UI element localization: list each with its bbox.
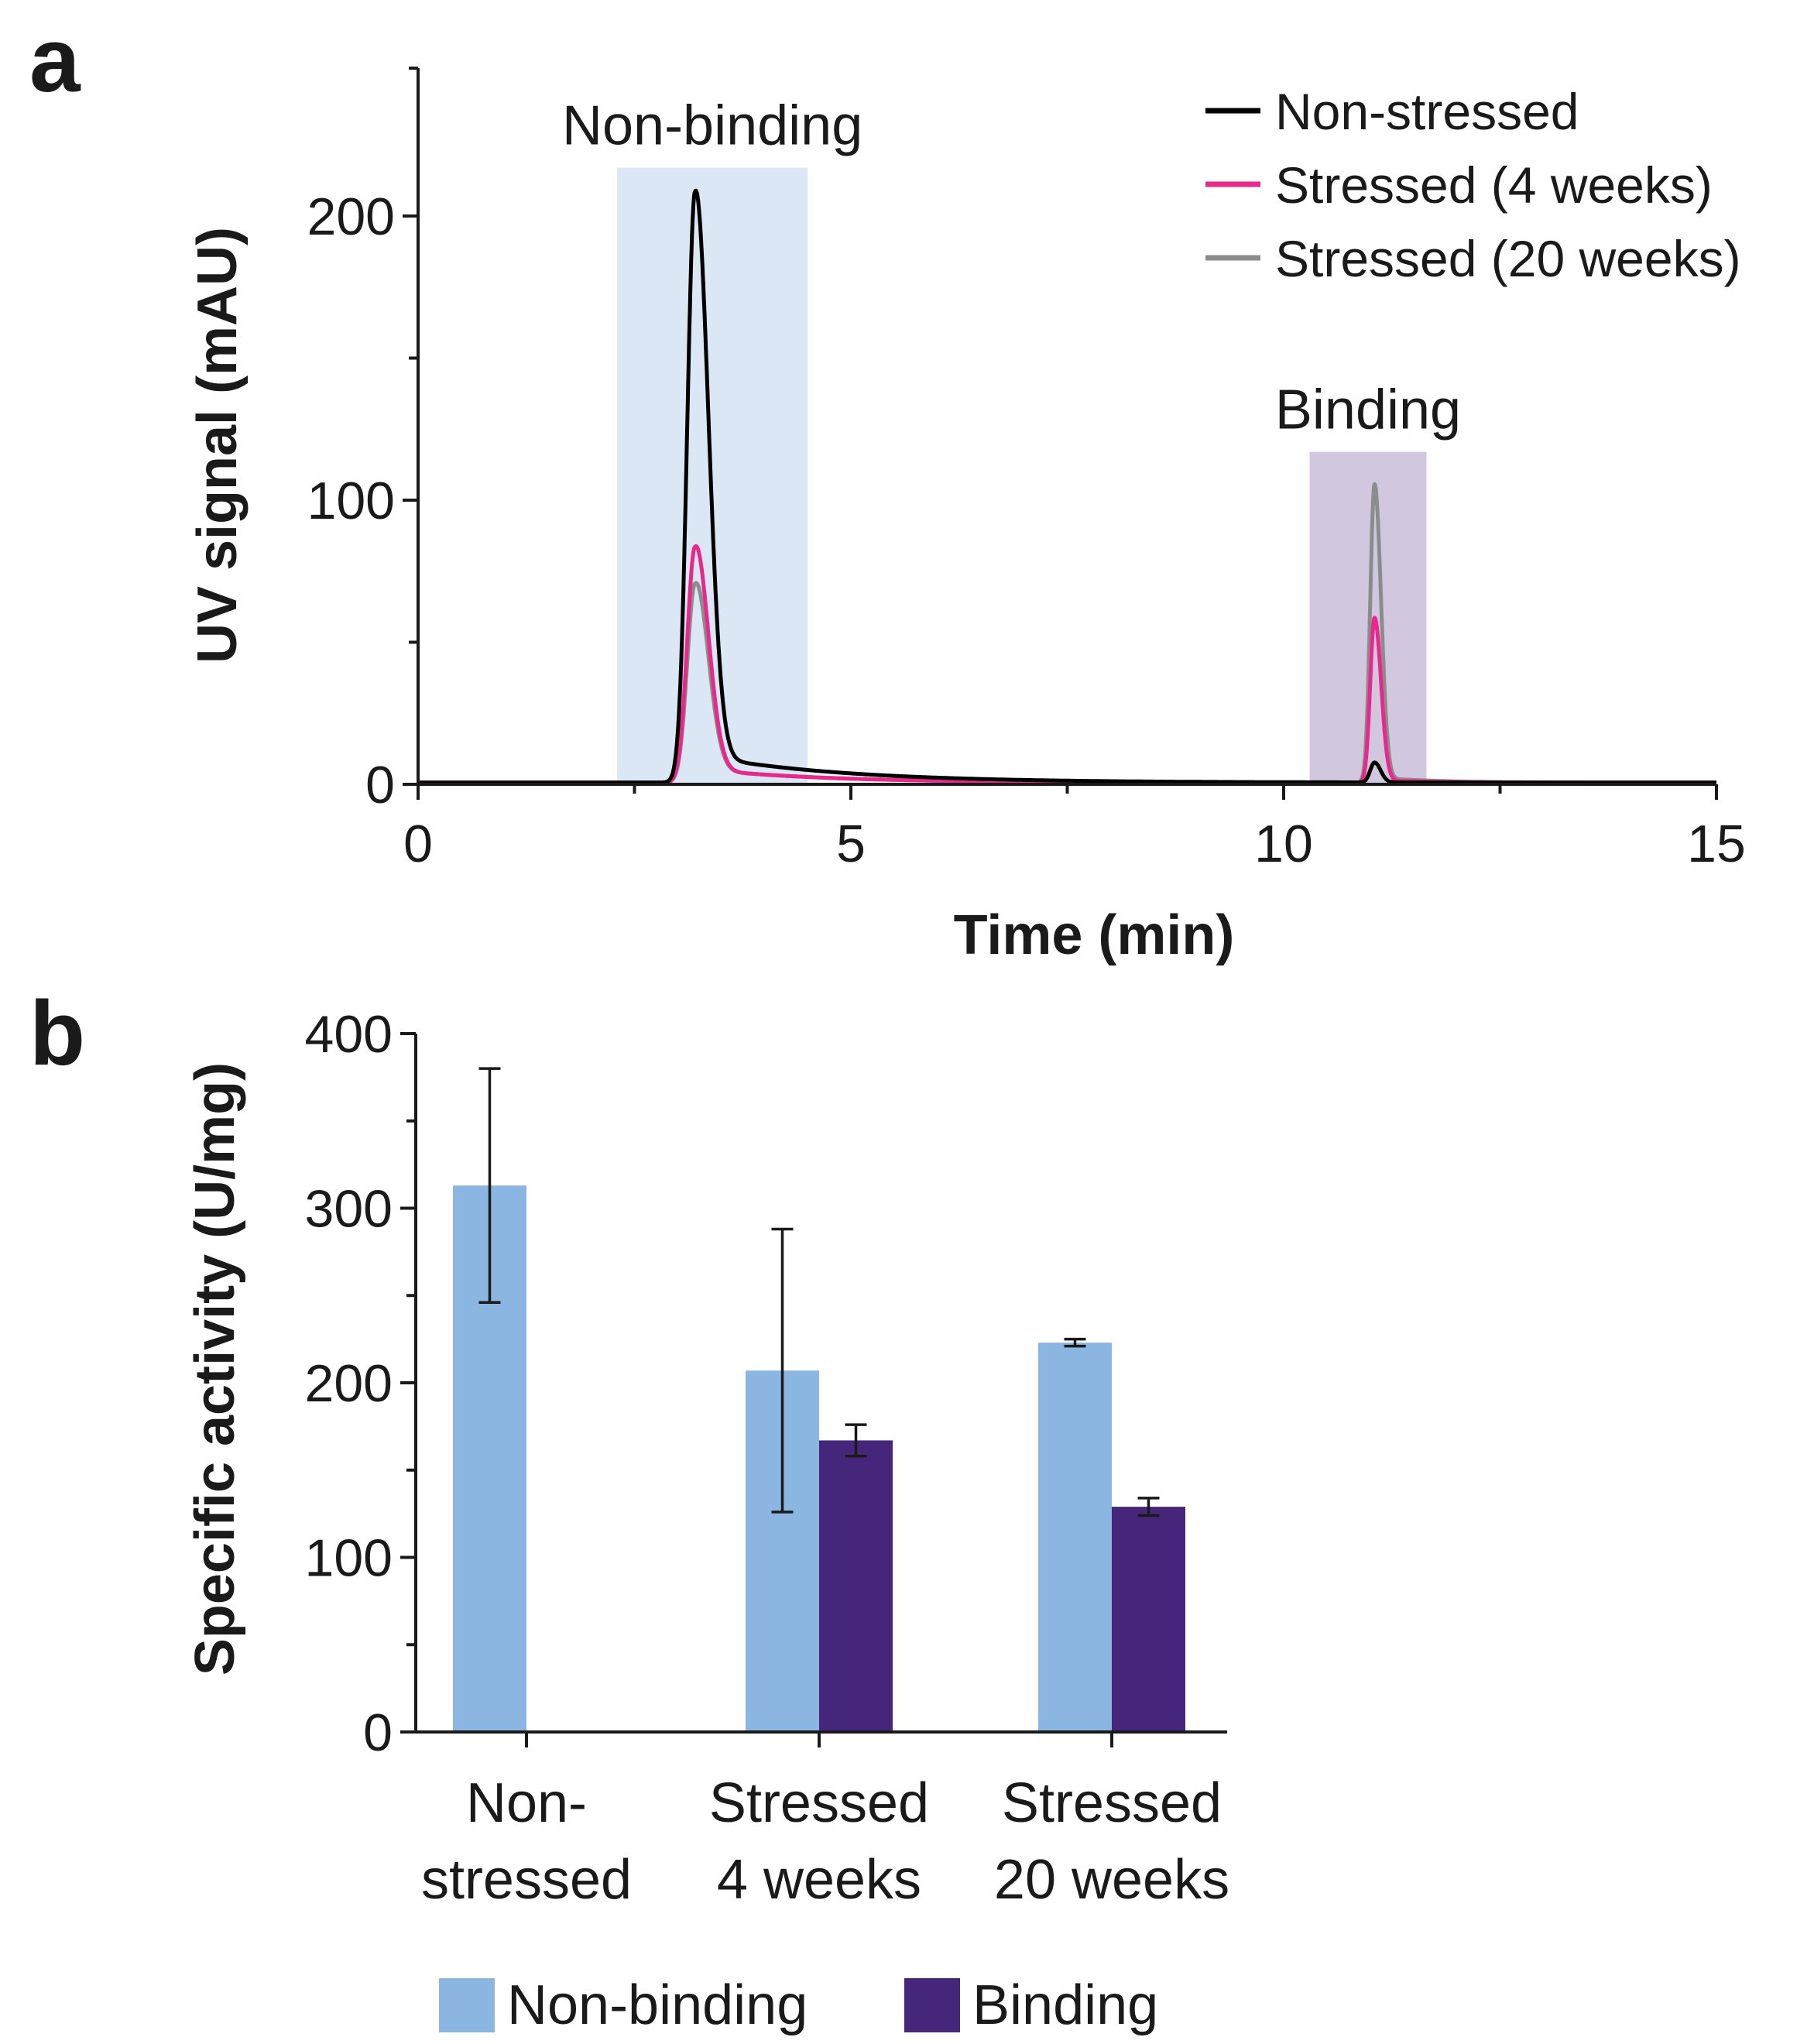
legend-label-b: Non-binding (507, 1974, 808, 2036)
x-tick-label: 0 (403, 815, 433, 873)
y-tick-label: 0 (365, 756, 395, 815)
error-bar (845, 1423, 867, 1458)
series-line-0 (417, 188, 1718, 785)
y-tick-label-b: 0 (363, 1703, 393, 1762)
activity-bar-chart: 0 100 200 300 400 Non-stressed Stressed 4 weeks… (184, 1005, 1229, 2036)
legend-label-b: Binding (972, 1974, 1158, 2036)
y-tick-label-b: 400 (305, 1005, 393, 1064)
y-tick-label: 200 (307, 187, 395, 246)
x-tick-label: 5 (836, 815, 866, 873)
activity-bars (453, 1067, 1185, 1732)
legend-label: Stressed (4 weeks) (1275, 156, 1713, 214)
activity-axes: 0 100 200 300 400 Non-stressed Stressed 4 weeks… (305, 1005, 1230, 1911)
error-bar (478, 1067, 501, 1305)
error-bar (1064, 1337, 1086, 1348)
legend-swatch-b (439, 1978, 495, 2032)
error-bar (1137, 1497, 1160, 1518)
legend-swatch-b (904, 1978, 960, 2032)
region-label-non-binding: Non-binding (562, 95, 862, 157)
chromatogram-axes: 0 100 200 0 5 10 15 (307, 67, 1746, 873)
category-label: 20 weeks (994, 1849, 1229, 1911)
legend-item: Stressed (4 weeks) (1205, 156, 1713, 214)
y-tick-label-b: 300 (305, 1180, 393, 1239)
x-tick-label: 10 (1254, 815, 1313, 873)
x-axis-title: Time (min) (954, 904, 1235, 966)
category-label: Stressed (709, 1772, 929, 1834)
y-tick-label-b: 200 (305, 1354, 393, 1413)
y-axis-title: UV signal (mAU) (187, 227, 249, 664)
series-line-1 (417, 544, 1718, 785)
category-label: stressed (421, 1849, 632, 1911)
chromatogram-chart: Non-binding Binding 0 100 200 0 5 10 15 Time (m… (187, 67, 1746, 966)
category-label: 4 weeks (717, 1849, 921, 1911)
bar-binding-2 (1112, 1507, 1185, 1732)
activity-legend: Non-binding Binding (439, 1974, 1158, 2036)
y-tick-label: 100 (307, 472, 395, 530)
legend-label: Stressed (20 weeks) (1275, 230, 1741, 287)
legend-item: Stressed (20 weeks) (1205, 230, 1741, 287)
legend-item-b: Binding (904, 1974, 1158, 2036)
series-line-2 (417, 482, 1718, 785)
category-label: Non- (466, 1772, 587, 1834)
category-label: Stressed (1002, 1772, 1222, 1834)
bar-binding-1 (819, 1440, 893, 1732)
error-bar (771, 1227, 794, 1514)
bar-non-binding-2 (1038, 1343, 1112, 1732)
chromatogram-series (417, 188, 1718, 785)
y-axis-title-b: Specific activity (U/mg) (184, 1062, 246, 1675)
y-tick-label-b: 100 (305, 1529, 393, 1588)
legend-item-b: Non-binding (439, 1974, 808, 2036)
x-tick-label: 15 (1687, 815, 1746, 873)
panel-label-a: a (29, 9, 81, 111)
legend-item: Non-stressed (1205, 83, 1579, 140)
chromatogram-legend: Non-stressed Stressed (4 weeks) Stressed (… (1205, 83, 1741, 287)
panel-label-b: b (29, 983, 85, 1085)
legend-label: Non-stressed (1275, 83, 1579, 140)
region-label-binding: Binding (1275, 379, 1461, 441)
